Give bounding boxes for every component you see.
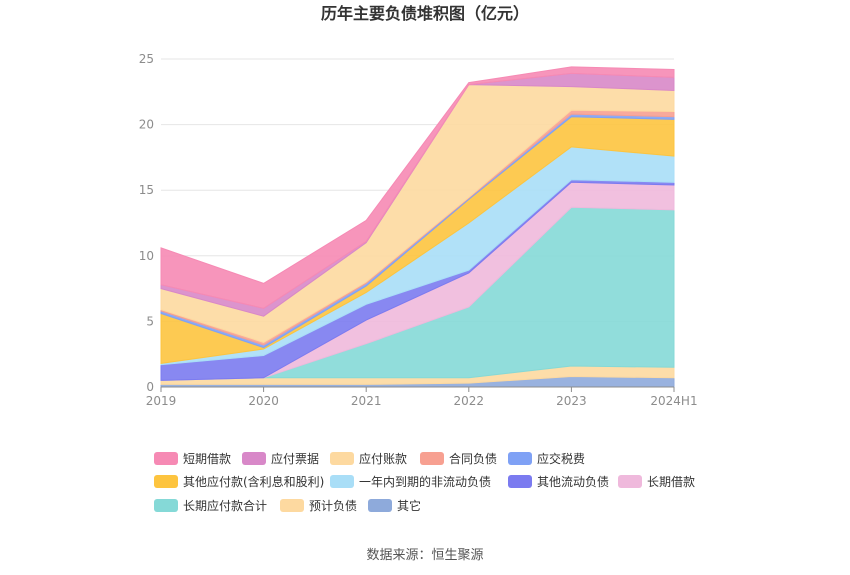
legend-swatch bbox=[154, 499, 178, 512]
legend-item[interactable]: 长期借款 bbox=[618, 475, 695, 489]
legend-swatch bbox=[330, 475, 354, 488]
legend-item[interactable]: 预计负债 bbox=[280, 499, 357, 513]
y-tick-label: 10 bbox=[139, 249, 154, 263]
legend-label: 其它 bbox=[397, 498, 421, 513]
legend-swatch bbox=[508, 475, 532, 488]
legend-item[interactable]: 其它 bbox=[368, 498, 421, 513]
legend-swatch bbox=[618, 475, 642, 488]
y-tick-label: 25 bbox=[139, 52, 154, 66]
y-tick-label: 15 bbox=[139, 183, 154, 197]
legend-label: 长期应付款合计 bbox=[183, 498, 267, 513]
legend-item[interactable]: 其他流动负债 bbox=[508, 475, 609, 489]
x-tick-label: 2021 bbox=[351, 394, 382, 408]
legend-label: 一年内到期的非流动负债 bbox=[359, 474, 491, 489]
legend-swatch bbox=[368, 499, 392, 512]
legend-item[interactable]: 应付票据 bbox=[242, 451, 319, 466]
y-tick-label: 20 bbox=[139, 118, 154, 132]
chart-title: 历年主要负债堆积图（亿元） bbox=[321, 4, 529, 23]
legend-swatch bbox=[508, 452, 532, 465]
legend-item[interactable]: 应交税费 bbox=[508, 451, 585, 466]
x-tick-label: 2022 bbox=[454, 394, 485, 408]
legend-label: 预计负债 bbox=[309, 499, 357, 513]
x-tick-label: 2019 bbox=[146, 394, 177, 408]
y-tick-label: 5 bbox=[146, 314, 154, 328]
axes: 0 5 10 15 20 25 2019 2020 2021 2022 2023 2024H1 bbox=[139, 52, 698, 408]
legend-item[interactable]: 合同负债 bbox=[420, 451, 497, 466]
x-tick-label: 2024H1 bbox=[650, 394, 697, 408]
x-tick-label: 2023 bbox=[556, 394, 587, 408]
legend-swatch bbox=[154, 452, 178, 465]
legend-label: 应交税费 bbox=[537, 451, 585, 466]
legend-item[interactable]: 短期借款 bbox=[154, 452, 231, 466]
legend-swatch bbox=[280, 499, 304, 512]
legend-swatch bbox=[154, 475, 178, 488]
x-tick-label: 2020 bbox=[248, 394, 279, 408]
legend-item[interactable]: 其他应付款(含利息和股利) bbox=[154, 474, 324, 489]
legend-swatch bbox=[330, 452, 354, 465]
legend-label: 应付账款 bbox=[359, 451, 407, 466]
area-series bbox=[160, 66, 675, 309]
plot-area bbox=[160, 66, 675, 388]
legend-swatch bbox=[242, 452, 266, 465]
legend-label: 长期借款 bbox=[647, 475, 695, 489]
legend-item[interactable]: 长期应付款合计 bbox=[154, 498, 267, 513]
legend-label: 其他流动负债 bbox=[537, 475, 609, 489]
y-tick-label: 0 bbox=[146, 380, 154, 394]
legend-swatch bbox=[420, 452, 444, 465]
legend-item[interactable]: 一年内到期的非流动负债 bbox=[330, 474, 491, 489]
legend-label: 合同负债 bbox=[449, 451, 497, 466]
data-source-note: 数据来源：恒生聚源 bbox=[366, 548, 483, 563]
legend-label: 应付票据 bbox=[271, 451, 319, 466]
legend-item[interactable]: 应付账款 bbox=[330, 451, 407, 466]
legend-label: 短期借款 bbox=[183, 452, 231, 466]
legend-label: 其他应付款(含利息和股利) bbox=[183, 474, 324, 489]
